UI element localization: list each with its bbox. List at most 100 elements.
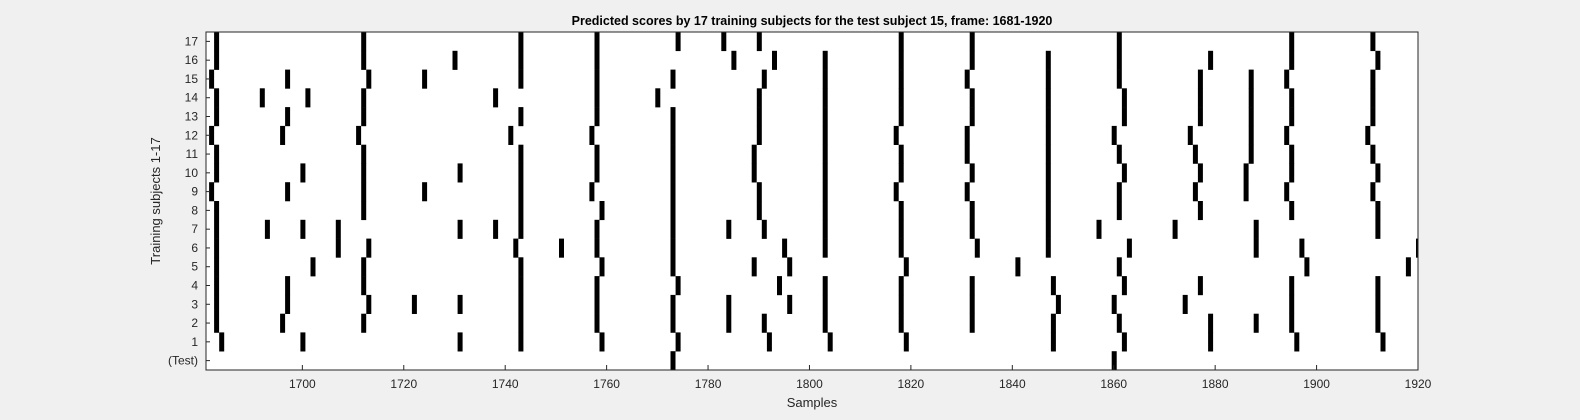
event-mark (1111, 125, 1117, 145)
event-mark (898, 276, 904, 296)
event-mark (964, 69, 970, 89)
event-mark (1121, 88, 1127, 108)
event-mark (1284, 125, 1290, 145)
event-mark (1370, 144, 1376, 164)
event-mark (969, 32, 975, 52)
event-mark (777, 276, 782, 296)
x-axis-title: Samples (787, 395, 838, 410)
event-mark (518, 201, 524, 221)
event-mark (670, 219, 676, 239)
event-mark (1096, 219, 1102, 239)
event-mark (726, 294, 732, 314)
event-mark (214, 257, 220, 277)
event-mark (1405, 257, 1411, 277)
event-mark (822, 107, 828, 127)
event-mark (1248, 88, 1254, 108)
event-mark (305, 88, 311, 108)
event-mark (1253, 219, 1259, 239)
event-mark (518, 313, 524, 333)
event-mark (1289, 276, 1295, 296)
event-mark (422, 69, 428, 89)
event-mark (827, 332, 833, 352)
event-mark (1197, 69, 1203, 89)
event-mark (751, 144, 757, 164)
event-mark (280, 313, 286, 333)
event-mark (787, 257, 793, 277)
event-mark (518, 257, 524, 277)
event-mark (731, 50, 737, 70)
plot-area (206, 32, 1418, 370)
event-mark (361, 163, 367, 183)
event-mark (1208, 50, 1214, 70)
event-mark (335, 219, 341, 239)
event-mark (1197, 88, 1203, 108)
event-mark (1045, 88, 1051, 108)
event-mark (969, 313, 975, 333)
event-mark (964, 144, 970, 164)
event-mark (787, 294, 793, 314)
event-mark (285, 276, 291, 296)
event-mark (518, 69, 524, 89)
event-mark (1375, 201, 1381, 221)
event-mark (1045, 219, 1051, 239)
event-mark (594, 313, 600, 333)
event-mark (300, 219, 306, 239)
x-tick-label: 1880 (1202, 377, 1229, 391)
event-mark (457, 294, 463, 314)
event-mark (969, 276, 975, 296)
event-mark (670, 351, 676, 371)
y-tick-label: 17 (185, 34, 199, 48)
event-mark (1015, 257, 1021, 277)
event-mark (214, 163, 220, 183)
event-mark (822, 144, 828, 164)
event-mark (518, 163, 524, 183)
event-mark (493, 219, 499, 239)
event-mark (1045, 69, 1051, 89)
event-mark (1370, 107, 1376, 127)
event-mark (300, 163, 306, 183)
event-mark (822, 313, 828, 333)
event-mark (756, 182, 762, 202)
event-mark (670, 107, 676, 127)
event-mark (822, 50, 828, 70)
event-mark (974, 238, 980, 258)
event-mark (219, 332, 225, 352)
event-mark (726, 219, 732, 239)
event-mark (1045, 107, 1051, 127)
event-mark (822, 163, 828, 183)
event-mark (1187, 125, 1193, 145)
event-mark (761, 219, 767, 239)
event-mark (756, 125, 762, 145)
event-mark (1045, 201, 1051, 221)
event-mark (518, 219, 524, 239)
event-mark (594, 32, 600, 52)
event-mark (670, 201, 676, 221)
event-mark (751, 257, 757, 277)
event-mark (594, 69, 600, 89)
event-mark (285, 69, 291, 89)
event-mark (1126, 238, 1132, 258)
event-mark (422, 182, 428, 202)
x-tick-label: 1900 (1303, 377, 1330, 391)
event-mark (280, 125, 286, 145)
event-mark (1304, 257, 1310, 277)
event-mark (1045, 182, 1051, 202)
y-tick-label: 1 (191, 335, 198, 349)
event-mark (670, 144, 676, 164)
event-mark (898, 238, 904, 258)
event-mark (782, 238, 788, 258)
event-mark (822, 125, 828, 145)
event-mark (898, 144, 904, 164)
event-mark (599, 257, 605, 277)
event-mark (518, 182, 524, 202)
event-mark (1370, 182, 1376, 202)
event-mark (361, 201, 367, 221)
y-tick-label: 8 (191, 203, 198, 217)
event-mark (822, 219, 828, 239)
event-mark (822, 69, 828, 89)
y-tick-label: (Test) (168, 354, 198, 368)
event-mark (969, 201, 975, 221)
event-mark (1192, 144, 1198, 164)
